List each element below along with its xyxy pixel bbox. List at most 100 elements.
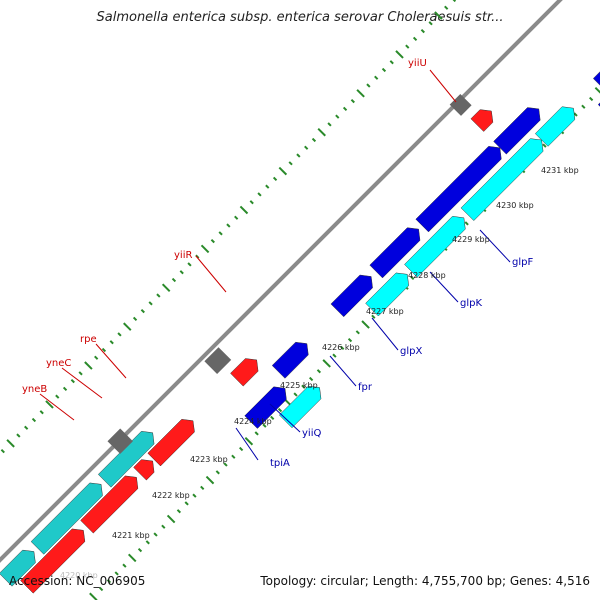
tick-inner [355, 330, 360, 335]
tick-inner [98, 586, 104, 592]
gene-arrow [369, 227, 421, 279]
tick-inner [114, 571, 119, 576]
tick-outer [117, 332, 122, 337]
tick-inner [332, 353, 337, 358]
tick-inner [215, 470, 220, 475]
gene-arrow [493, 107, 541, 155]
gene-label-yneC: yneC [46, 358, 71, 369]
tick-outer [288, 161, 293, 166]
tick-outer [311, 137, 317, 143]
tick-outer [156, 293, 161, 298]
tick-outer [140, 308, 145, 314]
tick-inner [244, 436, 254, 446]
tick-inner [262, 423, 267, 428]
label-leader [269, 403, 301, 433]
tick-inner [254, 431, 259, 436]
tick-outer [226, 223, 231, 228]
kbp-label: 4229 kbp [452, 235, 490, 244]
label-leader [235, 427, 259, 461]
tick-outer [109, 340, 114, 345]
tick-outer [195, 254, 200, 259]
gene-label-yiiQ: yiiQ [302, 428, 321, 439]
tick-outer [278, 166, 288, 176]
tick-outer [0, 448, 5, 454]
tick-outer [234, 215, 239, 220]
gene-features [0, 71, 600, 594]
tick-outer [296, 153, 301, 158]
tick-inner [127, 553, 137, 563]
tick-outer [452, 0, 457, 3]
tick-outer [327, 122, 332, 127]
tick-outer [335, 114, 340, 119]
other-feature [107, 428, 133, 454]
gene-arrow [534, 106, 576, 147]
tick-outer [395, 50, 404, 59]
tick-outer [342, 106, 348, 111]
tick-outer [257, 192, 262, 197]
labels: 4221 kbp 4222 kbp 4223 kbp 4224 kbp 4225 kbp… [22, 58, 579, 580]
label-leader [61, 367, 103, 399]
tick-inner [371, 314, 376, 319]
tick-outer [249, 200, 254, 205]
tick-inner [223, 462, 228, 467]
tick-inner [122, 563, 127, 568]
tick-outer [317, 127, 326, 137]
tick-outer [444, 5, 449, 10]
tick-inner [153, 532, 158, 537]
tick-outer [356, 89, 365, 98]
tick-outer [389, 60, 394, 65]
gene-arrow [0, 549, 36, 587]
label-leader [371, 317, 399, 351]
tick-outer [45, 400, 54, 409]
tick-inner [301, 384, 306, 389]
gene-arrow [460, 138, 544, 221]
tick-inner [340, 345, 345, 350]
tick-outer [62, 386, 68, 392]
tick-inner [166, 514, 176, 524]
tick-outer [434, 11, 443, 20]
gene-arrow [147, 419, 195, 467]
kbp-label: 4231 kbp [541, 166, 579, 175]
tick-inner [106, 579, 112, 584]
tick-inner [231, 454, 236, 459]
tick-inner [161, 524, 166, 529]
kbp-label: 4228 kbp [408, 271, 446, 280]
gene-arrow [80, 475, 139, 534]
tick-inner [145, 540, 150, 545]
gene-arrow [30, 482, 103, 555]
tick-outer [132, 316, 138, 321]
tick-outer [366, 83, 371, 88]
gene-label-rpe: rpe [80, 334, 97, 345]
backbone-line [0, 0, 563, 563]
gene-label-yneB: yneB [22, 384, 47, 395]
tick-outer [187, 262, 192, 267]
tick-outer [304, 145, 309, 150]
tick-outer [412, 36, 418, 41]
kbp-label: 4226 kbp [322, 343, 360, 352]
tick-inner [464, 221, 469, 226]
tick-inner [89, 592, 98, 600]
gene-arrow [404, 216, 466, 278]
gene-arrow [470, 109, 494, 132]
gene-arrow [415, 146, 502, 233]
gene-arrow [20, 528, 86, 594]
kbp-label: 4220 kbp [60, 571, 98, 580]
kbp-label: 4222 kbp [152, 491, 190, 500]
tick-outer [381, 67, 387, 73]
gene-arrow [244, 386, 287, 429]
tick-inner [137, 547, 143, 553]
tick-inner [192, 493, 197, 498]
label-leader [429, 271, 459, 303]
tick-outer [6, 439, 15, 448]
tick-outer [179, 270, 184, 275]
tick-outer [55, 394, 60, 399]
tick-inner [589, 96, 594, 102]
gene-label-glpF: glpF [512, 257, 533, 268]
label-leader [329, 355, 357, 387]
gene-arrow [271, 341, 309, 379]
gene-label-fpr: fpr [358, 382, 373, 393]
tick-outer [31, 417, 37, 423]
kbp-label: 4224 kbp [234, 417, 272, 426]
tick-outer [420, 28, 425, 34]
